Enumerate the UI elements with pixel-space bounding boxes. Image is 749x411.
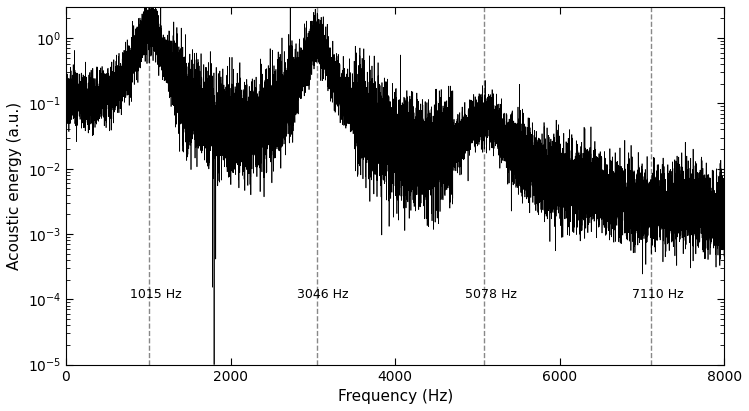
X-axis label: Frequency (Hz): Frequency (Hz) [338, 389, 453, 404]
Text: 7110 Hz: 7110 Hz [632, 288, 684, 301]
Text: 3046 Hz: 3046 Hz [297, 288, 349, 301]
Text: 5078 Hz: 5078 Hz [464, 288, 517, 301]
Text: 1015 Hz: 1015 Hz [130, 288, 182, 301]
Y-axis label: Acoustic energy (a.u.): Acoustic energy (a.u.) [7, 102, 22, 270]
